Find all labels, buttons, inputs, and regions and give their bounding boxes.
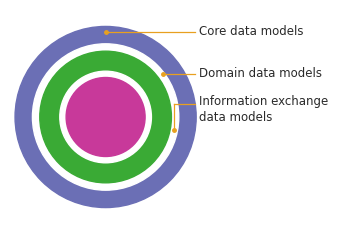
Circle shape [33,44,179,190]
Circle shape [60,71,151,163]
Circle shape [40,51,171,183]
Circle shape [15,26,196,208]
Text: Core data models: Core data models [199,25,303,38]
Text: Domain data models: Domain data models [199,67,322,80]
Circle shape [66,77,145,157]
Text: Information exchange
data models: Information exchange data models [199,95,328,124]
